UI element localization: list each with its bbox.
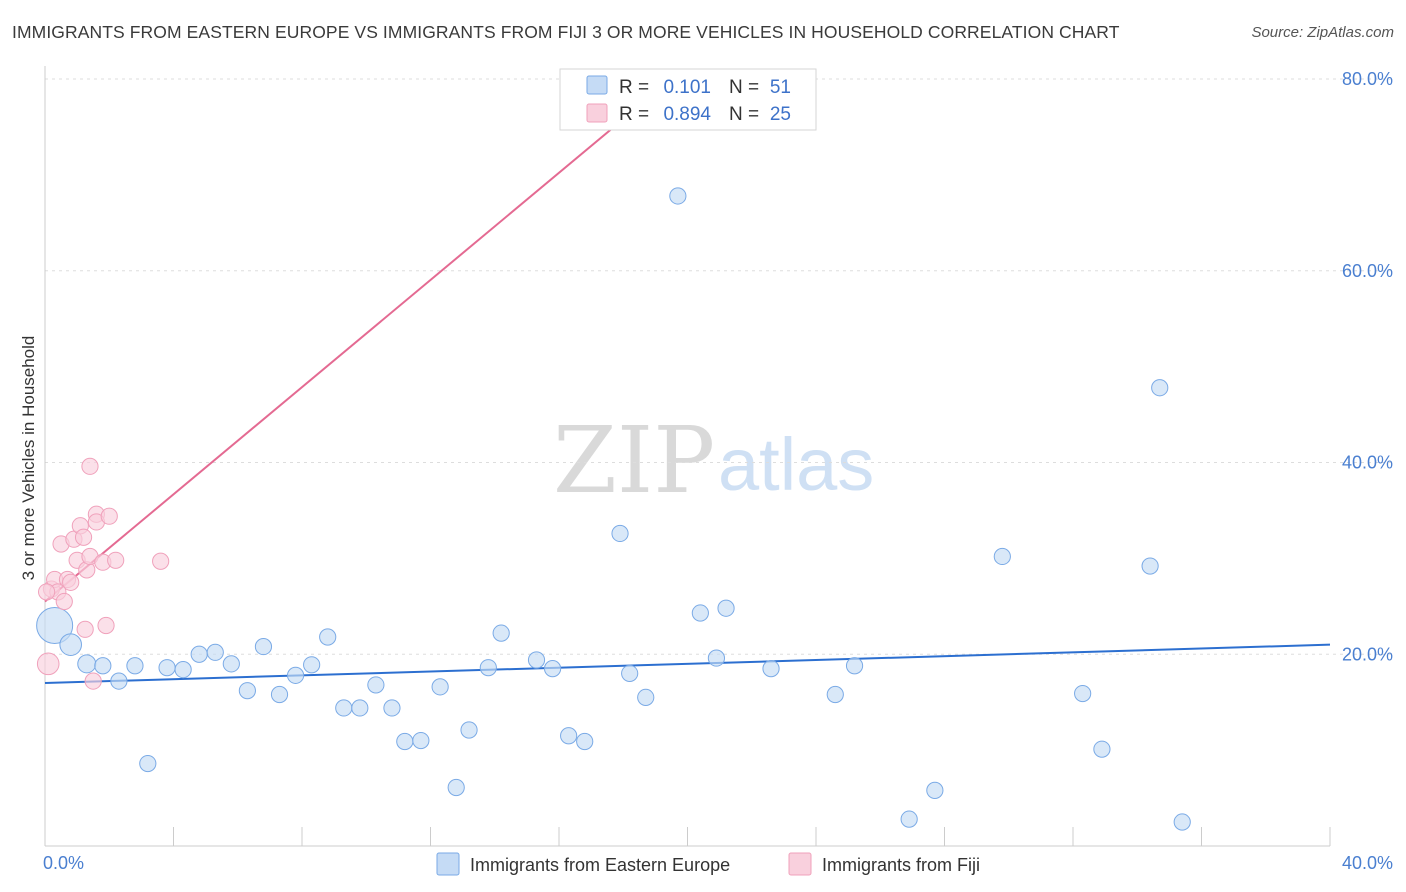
- eastern-europe-point-7: [158, 659, 176, 677]
- eastern-europe-point-41: [826, 685, 844, 704]
- legend-label-eastern-europe: Immigrants from Eastern Europe: [470, 855, 730, 875]
- eastern-europe-point-35: [637, 688, 655, 706]
- eastern-europe-point-30: [543, 660, 562, 678]
- eastern-europe-point-15: [286, 666, 305, 684]
- x-tick-label-min: 0.0%: [43, 853, 84, 873]
- eastern-europe-point-13: [254, 637, 273, 656]
- chart-title: IMMIGRANTS FROM EASTERN EUROPE VS IMMIGR…: [12, 22, 1120, 42]
- eastern-europe-point-34: [621, 664, 639, 683]
- legend-swatch-fiji: [788, 852, 812, 876]
- eastern-europe-point-46: [1074, 684, 1092, 703]
- eastern-europe-point-36: [669, 187, 687, 205]
- eastern-europe-point-4: [110, 672, 128, 690]
- stats-box: R = 0.101 N = 51 R = 0.894 N = 25: [559, 68, 817, 131]
- y-tick-label-0: 20.0%: [1342, 644, 1393, 664]
- eastern-europe-point-44: [926, 781, 944, 799]
- stats-r-value-2: 0.894: [663, 104, 711, 125]
- eastern-europe-point-8: [174, 660, 192, 679]
- eastern-europe-point-0: [36, 606, 74, 644]
- watermark-zip: ZIP: [553, 407, 715, 514]
- fiji-point-21: [100, 507, 118, 525]
- watermark-atlas: atlas: [718, 423, 874, 506]
- stats-n-label-1: N =: [729, 77, 759, 98]
- eastern-europe-point-26: [460, 721, 478, 739]
- fiji-trend-line: [44, 78, 673, 603]
- chart-source: Source: ZipAtlas.com: [1251, 24, 1394, 41]
- fiji-point-11: [74, 528, 93, 546]
- stats-r-value-1: 0.101: [663, 77, 711, 98]
- eastern-europe-point-37: [691, 604, 709, 622]
- eastern-europe-point-5: [126, 657, 144, 675]
- eastern-europe-point-49: [1151, 379, 1169, 397]
- legend-label-fiji: Immigrants from Fiji: [822, 855, 980, 875]
- eastern-europe-point-20: [367, 676, 385, 694]
- fiji-point-12: [76, 620, 94, 638]
- eastern-europe-point-2: [77, 654, 97, 674]
- grid-layer: [45, 78, 1393, 655]
- stats-n-value-2: 25: [770, 104, 791, 125]
- stats-n-label-2: N =: [729, 104, 759, 125]
- eastern-europe-point-33: [611, 524, 629, 543]
- eastern-europe-point-6: [139, 754, 157, 773]
- eastern-europe-point-48: [1141, 557, 1159, 575]
- trend-layer: [44, 78, 1331, 685]
- fiji-point-7: [62, 573, 80, 591]
- eastern-europe-point-19: [351, 699, 369, 717]
- eastern-europe-point-18: [335, 699, 353, 717]
- eastern-europe-point-11: [222, 655, 240, 673]
- eastern-europe-point-1: [59, 633, 82, 656]
- eastern-europe-point-39: [717, 599, 735, 617]
- axis-layer: 20.0% 40.0% 60.0% 80.0%: [44, 66, 1393, 847]
- y-axis-title: 3 or more Vehicles in Household: [19, 336, 38, 581]
- eastern-europe-point-28: [492, 624, 510, 642]
- x-tick-label-max: 40.0%: [1342, 853, 1393, 873]
- eastern-europe-point-21: [383, 699, 401, 717]
- legend: Immigrants from Eastern Europe Immigrant…: [436, 852, 980, 876]
- eastern-europe-point-31: [560, 727, 578, 745]
- stats-r-label-1: R =: [619, 77, 649, 98]
- points-layer: [36, 187, 1191, 831]
- stats-swatch-eastern-europe: [586, 75, 608, 95]
- stats-n-value-1: 51: [770, 77, 791, 98]
- stats-r-label-2: R =: [619, 104, 649, 125]
- fiji-point-15: [81, 457, 99, 475]
- eastern-europe-point-29: [527, 651, 546, 669]
- eastern-europe-point-23: [412, 731, 430, 750]
- eastern-europe-point-9: [190, 645, 208, 663]
- y-tick-label-1: 40.0%: [1342, 453, 1393, 473]
- eastern-europe-point-27: [479, 659, 497, 677]
- eastern-europe-point-22: [396, 732, 414, 751]
- eastern-europe-point-14: [270, 685, 289, 704]
- eastern-europe-trend-line: [44, 643, 1331, 685]
- y-tick-label-2: 60.0%: [1342, 261, 1393, 281]
- eastern-europe-point-10: [206, 643, 224, 661]
- eastern-europe-point-50: [1173, 813, 1191, 831]
- fiji-point-0: [36, 652, 60, 676]
- eastern-europe-point-12: [238, 682, 256, 700]
- eastern-europe-point-3: [94, 657, 112, 675]
- fiji-point-5: [55, 592, 73, 611]
- eastern-europe-point-40: [762, 660, 780, 678]
- eastern-europe-point-16: [303, 656, 321, 674]
- eastern-europe-point-38: [707, 649, 726, 667]
- eastern-europe-point-24: [431, 678, 449, 696]
- fiji-point-24: [38, 583, 56, 601]
- y-tick-label-3: 80.0%: [1342, 69, 1393, 89]
- eastern-europe-point-42: [845, 657, 864, 675]
- eastern-europe-point-25: [447, 778, 465, 797]
- stats-swatch-fiji: [586, 103, 608, 123]
- eastern-europe-point-45: [993, 547, 1011, 566]
- fiji-point-16: [84, 672, 102, 690]
- fiji-point-22: [107, 551, 125, 569]
- eastern-europe-point-47: [1093, 740, 1111, 758]
- eastern-europe-point-32: [576, 732, 594, 751]
- legend-swatch-eastern-europe: [436, 852, 460, 876]
- fiji-point-23: [152, 552, 170, 570]
- eastern-europe-point-17: [319, 628, 337, 646]
- fiji-point-20: [97, 616, 115, 635]
- eastern-europe-point-43: [900, 810, 918, 828]
